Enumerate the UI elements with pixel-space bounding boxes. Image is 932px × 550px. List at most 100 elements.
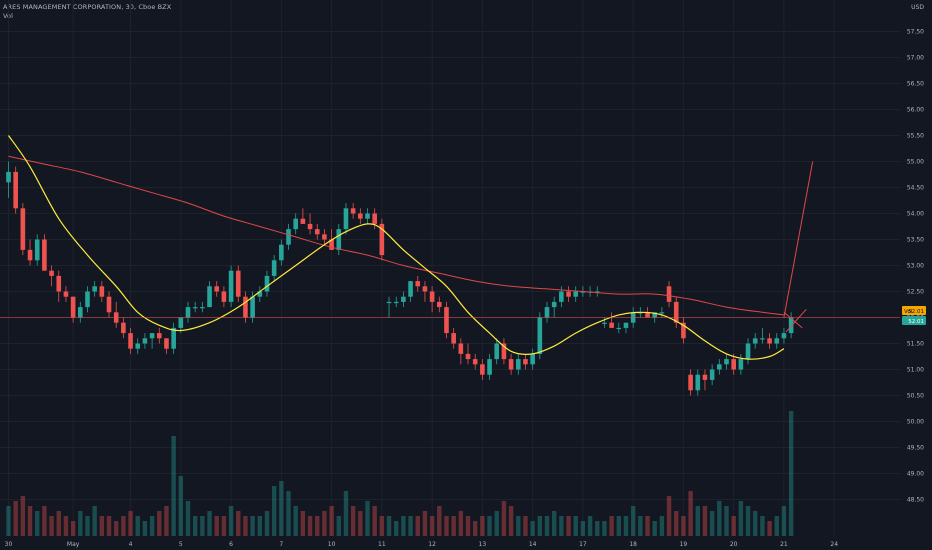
volume-bar: [149, 516, 155, 536]
volume-bar: [437, 506, 442, 536]
candle-body: [415, 281, 421, 287]
x-tick-label: 19: [680, 541, 688, 548]
volume-bar: [767, 521, 772, 536]
x-tick-label: 17: [579, 541, 587, 548]
volume-bar: [221, 516, 227, 536]
ma-slow-line: [8, 155, 784, 316]
volume-bar: [307, 516, 313, 536]
candle-body: [365, 213, 370, 219]
projection-line: [783, 161, 814, 318]
volume-bar: [70, 521, 76, 536]
candle-body: [566, 291, 571, 297]
volume-bar: [480, 516, 485, 536]
volume-bar: [157, 511, 162, 536]
candle-body: [472, 359, 478, 365]
volume-bar: [379, 516, 385, 536]
volume-bar: [516, 516, 521, 536]
candle-body: [652, 312, 657, 318]
volume-bar: [587, 516, 593, 536]
y-tick-label: 55.50: [907, 133, 924, 140]
candle-body: [673, 301, 679, 323]
candle-body: [358, 213, 363, 219]
candle-body: [501, 343, 507, 360]
x-tick-label: 5: [179, 541, 183, 548]
volume-bar: [788, 411, 794, 536]
volume-bar: [724, 506, 729, 536]
candle-body: [487, 359, 492, 375]
candle-body: [92, 286, 97, 292]
volume-bar: [6, 506, 11, 536]
y-tick-label: 57.00: [907, 55, 924, 62]
volume-bar: [731, 516, 736, 536]
candle-body: [6, 171, 11, 183]
candle-body: [99, 286, 105, 297]
volume-bar: [774, 516, 779, 536]
candles: [6, 161, 794, 396]
volume-bar: [121, 516, 126, 536]
volume-bar: [458, 511, 464, 536]
x-tick-label: 11: [378, 541, 386, 548]
volume-bar: [709, 511, 715, 536]
candle-body: [257, 291, 263, 297]
last-tag-bg: [902, 316, 926, 325]
candle-body: [788, 317, 794, 334]
candle-body: [774, 338, 780, 344]
volume-bar: [358, 511, 363, 536]
candle-body: [451, 333, 456, 344]
volume-bar: [745, 506, 751, 536]
candle-body: [164, 338, 169, 349]
volume-bar: [401, 516, 406, 536]
candle-body: [458, 343, 464, 354]
x-tick-label: 21: [780, 541, 788, 548]
candle-body: [681, 322, 686, 339]
candle-body: [724, 359, 729, 365]
volume-bar: [645, 516, 650, 536]
volume-bar: [293, 506, 298, 536]
candle-body: [271, 260, 277, 276]
volume-bar: [688, 491, 693, 536]
candle-body: [602, 322, 607, 324]
y-tick-label: 55.00: [907, 159, 924, 166]
candle-body: [34, 239, 40, 261]
candle-body: [78, 307, 83, 318]
candle-body: [128, 333, 133, 349]
candle-body: [286, 229, 291, 245]
candle-body: [300, 218, 306, 224]
volume-bar: [264, 511, 270, 536]
x-tick-label: 20: [730, 541, 738, 548]
volume-bar: [386, 516, 392, 536]
y-tick-label: 49.00: [907, 471, 924, 478]
volume-bar: [135, 516, 140, 536]
volume-bar: [63, 516, 69, 536]
candle-body: [13, 171, 18, 209]
volume-bar: [286, 491, 291, 536]
volume-bar: [422, 511, 428, 536]
volume-bar: [114, 521, 119, 536]
candle-body: [207, 286, 212, 308]
candle-body: [623, 322, 629, 328]
x-tick-label: 30: [5, 541, 13, 548]
price-tag-value: 52.01: [908, 309, 924, 315]
volume-bar: [279, 481, 284, 536]
candle-body: [781, 333, 787, 339]
volume-bar: [42, 506, 47, 536]
volume-bar: [595, 521, 600, 536]
volume-bar: [300, 511, 306, 536]
x-tick-label: 4: [129, 541, 133, 548]
candle-body: [559, 291, 564, 302]
x-tick-label: 14: [529, 541, 537, 548]
candle-body: [437, 301, 442, 308]
candle-body: [422, 286, 428, 292]
candle-body: [307, 223, 313, 230]
candle-body: [63, 291, 69, 297]
volume-bar: [164, 506, 169, 536]
candle-body: [573, 291, 579, 297]
volume-bar: [56, 511, 61, 536]
y-tick-label: 56.00: [907, 107, 924, 114]
chart-title: ARES MANAGEMENT CORPORATION, 30, Cboe BZ…: [3, 3, 172, 11]
candle-body: [156, 333, 162, 339]
y-tick-label: 48.50: [907, 497, 924, 504]
volume-bar: [666, 496, 672, 536]
volume-bar: [200, 516, 205, 536]
